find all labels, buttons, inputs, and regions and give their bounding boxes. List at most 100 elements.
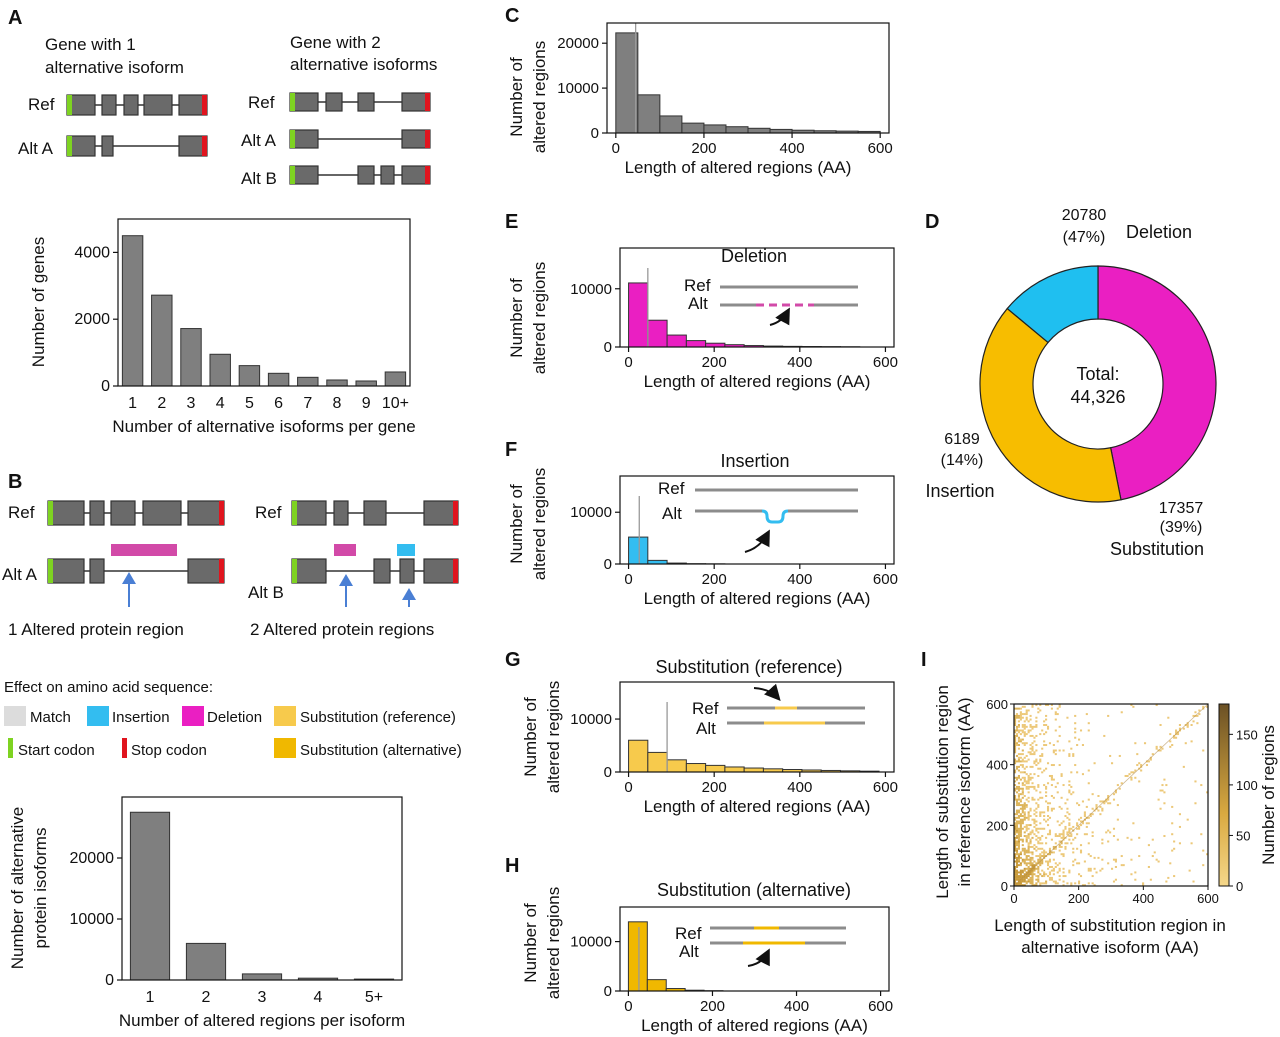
y-tick-label: 0 <box>1001 879 1008 894</box>
x-tick-label: 200 <box>1068 891 1090 906</box>
y-tick-label: 20000 <box>557 35 599 52</box>
bar-2 <box>151 294 173 387</box>
x-tick-label: 4 <box>314 989 323 1006</box>
y-tick-label: 0 <box>604 556 612 573</box>
x-tick-label: 600 <box>868 140 893 157</box>
slice-name: Substitution <box>1110 539 1204 559</box>
legend-item-insertion: Insertion <box>112 709 170 726</box>
bar-3 <box>180 328 202 387</box>
row-label-alt-a: Alt A <box>18 139 54 158</box>
y-tick-label: 0 <box>604 764 612 781</box>
hist-bar <box>685 763 707 773</box>
plot-frame <box>619 681 895 773</box>
chart-title: Deletion <box>721 246 787 266</box>
curved-arrow-icon <box>753 683 781 701</box>
bar-4 <box>209 353 231 387</box>
x-tick-label: 0 <box>612 140 620 157</box>
inset-ref-label: Ref <box>675 924 702 943</box>
x-tick-label: 4 <box>216 395 225 412</box>
y-axis-label-line1: Number of <box>521 697 540 777</box>
colorbar-tick-label: 50 <box>1236 828 1250 843</box>
colorbar-tick-label: 100 <box>1236 778 1258 793</box>
panel-label-i: I <box>921 649 927 671</box>
y-axis-label-line2: altered regions <box>530 41 549 153</box>
y-tick-label: 0 <box>101 378 110 395</box>
arrow-up-icon <box>402 588 416 600</box>
panel-label-c: C <box>505 5 519 27</box>
curved-arrow-icon <box>747 948 770 967</box>
slice-value: 6189 <box>944 431 980 448</box>
y-axis-label-line2: in reference isoform (AA) <box>955 698 974 887</box>
y-axis-label-line1: Number of <box>507 278 526 358</box>
inset-insertion: Ref Alt <box>658 479 858 553</box>
panel-label-d: D <box>925 211 939 233</box>
x-axis-label: Length of altered regions (AA) <box>644 797 871 816</box>
x-tick-label: 5+ <box>365 989 383 1006</box>
donut-center-total: 44,326 <box>1070 387 1125 407</box>
legend-swatch-start <box>8 738 13 758</box>
chart-sub-ref-lengths: 0 200 400 600 0 10000 Length of altered region… <box>521 657 898 816</box>
y-axis-label-line2: altered regions <box>530 468 549 580</box>
inset-sub-ref: Ref Alt <box>692 683 865 738</box>
inset-ref-label: Ref <box>692 699 719 718</box>
inset-alt-label: Alt <box>679 942 699 961</box>
start-codon-marker <box>67 95 72 115</box>
panel-label-b: B <box>8 471 22 493</box>
plot-frame <box>606 22 890 134</box>
x-tick-label: 200 <box>700 998 725 1015</box>
row-label-ref-2: Ref <box>248 93 275 112</box>
legend-item-sub-ref: Substitution (reference) <box>300 709 456 726</box>
b-row-label-ref-2: Ref <box>255 503 282 522</box>
hist-bar <box>615 32 639 134</box>
x-axis-label: Length of altered regions (AA) <box>644 589 871 608</box>
chart-sub-alt-lengths: 0 200 400 600 0 10000 Length of altered region… <box>521 880 893 1035</box>
curved-arrow-icon <box>744 529 770 553</box>
x-tick-label: 2 <box>202 989 211 1006</box>
arrow-up-icon <box>339 574 353 586</box>
hist-bar <box>628 282 649 348</box>
row-label-alt-b-2: Alt B <box>241 169 277 188</box>
colorbar-tick-label: 0 <box>1236 879 1243 894</box>
x-tick-label: 400 <box>787 571 812 588</box>
right-gene-title-line1: Gene with 2 <box>290 33 381 52</box>
panel-label-f: F <box>505 439 517 461</box>
hist-bar <box>747 127 771 134</box>
hist-bar <box>637 94 661 134</box>
legend-item-sub-alt: Substitution (alternative) <box>300 742 462 759</box>
panel-label-a: A <box>8 7 22 29</box>
inset-ref-label: Ref <box>684 276 711 295</box>
chart-donut: Total: 44,326 20780 (47%) Deletion 17357 (39%)… <box>925 207 1217 559</box>
inset-alt-label: Alt <box>688 294 708 313</box>
bar-2 <box>185 942 227 981</box>
gene-structure-diagram-b: Ref Alt A 1 Altered protein region Ref A… <box>2 500 459 639</box>
x-tick-label: 7 <box>303 395 312 412</box>
y-axis-label-line1: Number of <box>521 903 540 983</box>
x-tick-label: 200 <box>702 354 727 371</box>
chart-title: Substitution (reference) <box>655 657 842 677</box>
panel-label-h: H <box>505 855 519 877</box>
y-tick-label: 10000 <box>570 504 612 521</box>
x-tick-label: 400 <box>784 998 809 1015</box>
bar-6 <box>267 372 290 387</box>
gene-structure-diagram-a: Gene with 1 alternative isoform Gene wit… <box>18 33 437 188</box>
slice-name: Insertion <box>925 481 994 501</box>
chart-title: Insertion <box>720 451 789 471</box>
x-tick-label: 0 <box>624 354 632 371</box>
inset-ref-label: Ref <box>658 479 685 498</box>
legend: Effect on amino acid sequence: Match Ins… <box>4 679 462 759</box>
hist-bar <box>628 739 649 773</box>
hist-bar <box>685 340 707 348</box>
slice-percent: (47%) <box>1063 229 1106 246</box>
x-tick-label: 200 <box>702 571 727 588</box>
y-tick-label: 600 <box>986 697 1008 712</box>
x-axis-label-line2: alternative isoform (AA) <box>1021 938 1199 957</box>
x-tick-label: 1 <box>146 989 155 1006</box>
y-tick-label: 200 <box>986 818 1008 833</box>
x-tick-label: 400 <box>787 779 812 796</box>
x-tick-label: 400 <box>780 140 805 157</box>
b-left-caption: 1 Altered protein region <box>8 620 184 639</box>
y-axis-label-line1: Number of <box>507 57 526 137</box>
x-tick-label: 600 <box>1197 891 1219 906</box>
hist-bar <box>646 979 667 992</box>
curved-arrow-icon <box>769 307 790 326</box>
